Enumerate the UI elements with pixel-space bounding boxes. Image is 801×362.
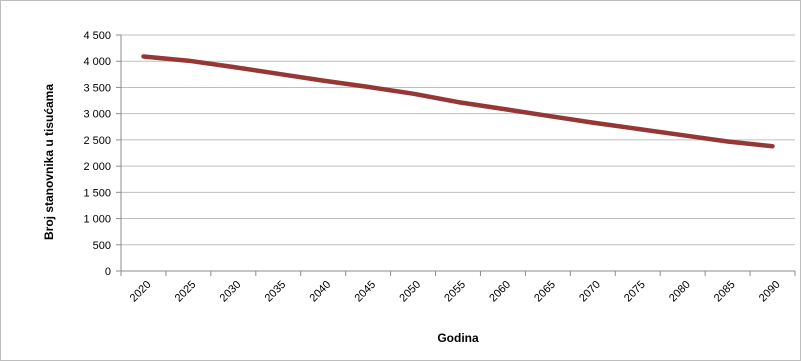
x-tick-label: 2085 — [712, 279, 738, 305]
y-axis-title: Broj stanovnika u tisućama — [42, 84, 56, 240]
series-line — [141, 54, 775, 149]
series-lines — [141, 54, 775, 149]
y-tick-labels: 0 500 1 000 1 500 2 000 2 500 3 000 3 500 4 000 4… — [83, 30, 111, 278]
axes — [116, 34, 796, 276]
y-tick-label: 0 — [105, 266, 111, 278]
x-tick-label: 2070 — [577, 279, 603, 305]
x-tick-label: 2045 — [352, 279, 378, 305]
x-tick-label: 2055 — [442, 279, 468, 305]
y-tick-label: 3 500 — [83, 82, 111, 94]
y-tick-label: 3 000 — [83, 109, 111, 121]
x-tick-label: 2090 — [757, 279, 783, 305]
x-tick-label: 2020 — [128, 279, 154, 305]
x-tick-label: 2060 — [487, 279, 513, 305]
x-tick-labels: 2020 2025 2030 2035 2040 2045 2050 2055 2060 2065… — [128, 279, 783, 305]
x-tick-label: 2075 — [622, 279, 648, 305]
x-tick-label: 2040 — [308, 279, 334, 305]
y-tick-label: 2 000 — [83, 161, 111, 173]
x-tick-label: 2080 — [667, 279, 693, 305]
x-tick-label: 2065 — [532, 279, 558, 305]
x-tick-label: 2035 — [263, 279, 289, 305]
y-tick-label: 4 000 — [83, 56, 111, 68]
x-axis-title: Godina — [437, 331, 479, 345]
x-tick-label: 2030 — [218, 279, 244, 305]
y-tick-label: 500 — [93, 240, 111, 252]
x-tick-label: 2050 — [397, 279, 423, 305]
y-tick-label: 1 000 — [83, 214, 111, 226]
y-tick-label: 2 500 — [83, 135, 111, 147]
y-tick-label: 4 500 — [83, 30, 111, 42]
x-tick-label: 2025 — [173, 279, 199, 305]
gridlines — [121, 34, 795, 246]
y-tick-label: 1 500 — [83, 187, 111, 199]
